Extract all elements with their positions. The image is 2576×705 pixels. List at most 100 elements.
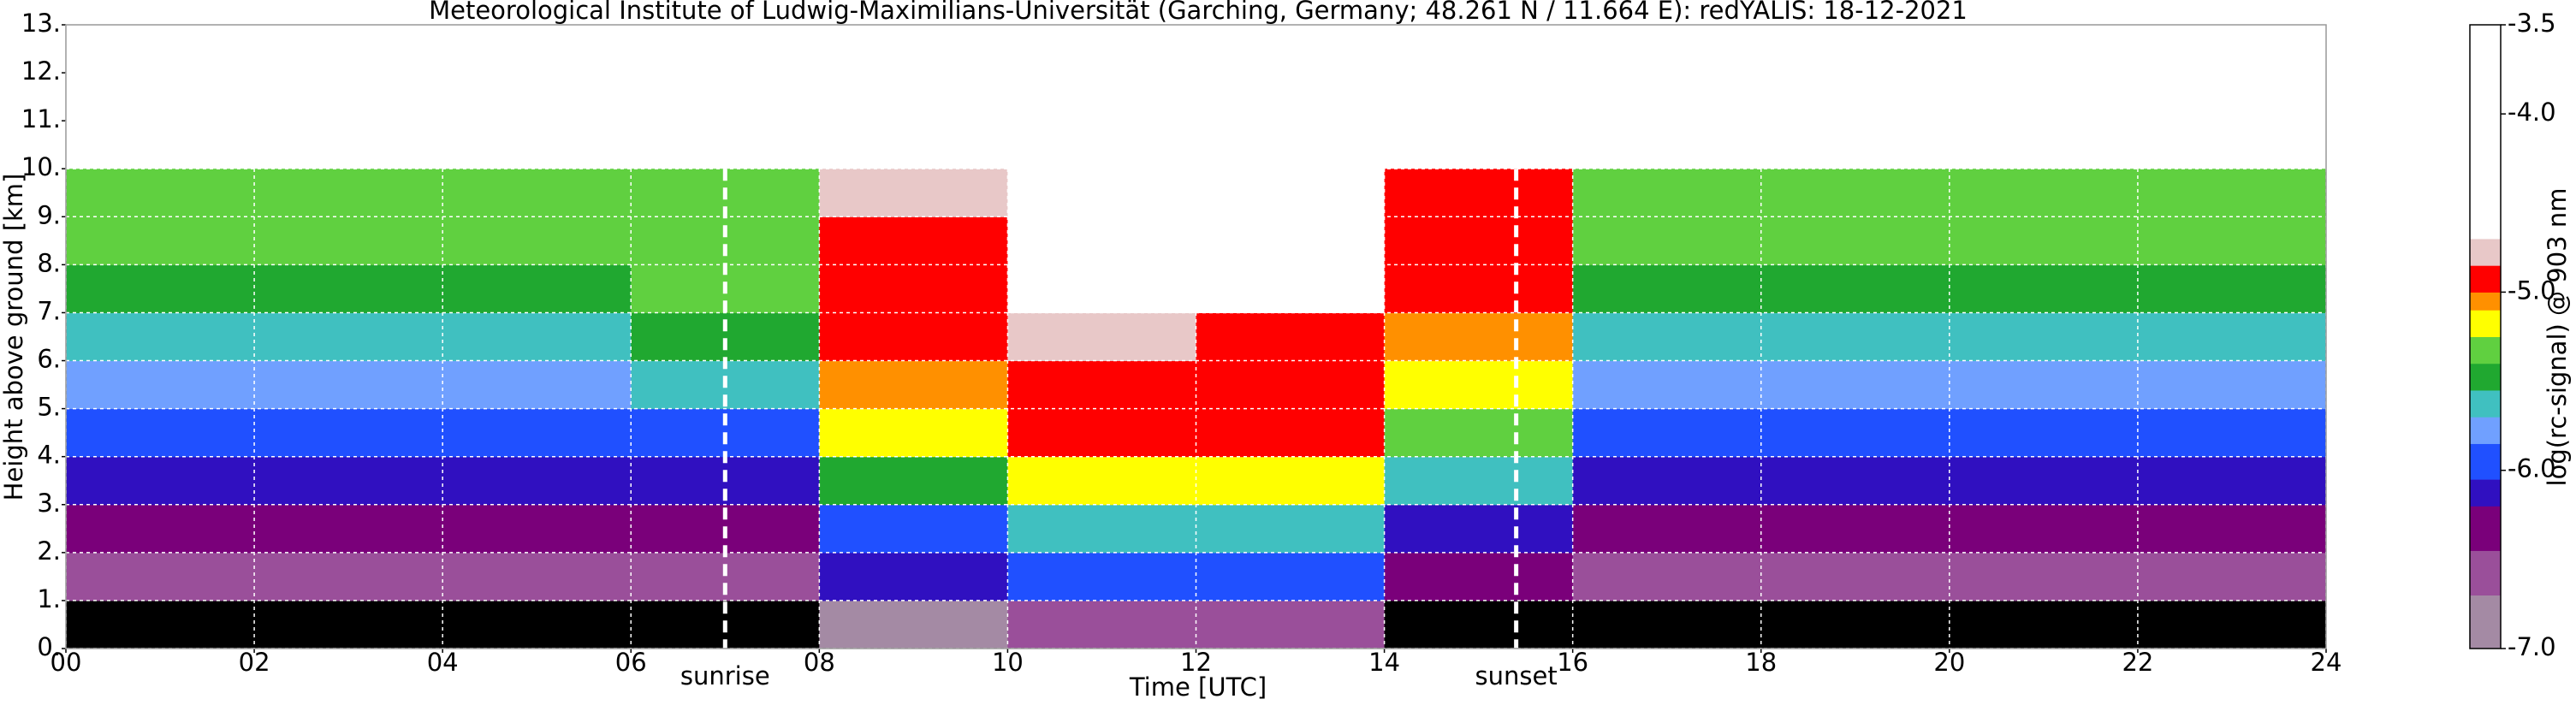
chart-title: Meteorological Institute of Ludwig-Maxim…: [429, 0, 1968, 25]
plot-frame: [65, 24, 2327, 649]
heatmap-cell: [1949, 216, 2139, 265]
heatmap-cell: [1196, 169, 1386, 217]
y-tick-label: 8.: [37, 248, 61, 277]
y-tick-label: 12.: [21, 56, 61, 86]
heatmap-cell: [1760, 408, 1950, 458]
colorbar-segment: [2470, 443, 2501, 480]
colorbar-segment: [2470, 389, 2501, 418]
heatmap-cell: [2137, 216, 2327, 265]
heatmap-cell: [1949, 264, 2139, 313]
heatmap-cell: [1196, 600, 1386, 649]
heatmap-cell: [1949, 600, 2139, 649]
heatmap-cell: [819, 360, 1008, 410]
heatmap-cell: [1760, 216, 1950, 265]
colorbar-segment: [2470, 417, 2501, 444]
colorbar-segment: [2470, 238, 2501, 266]
heatmap-cell: [1760, 360, 1950, 410]
heatmap-cell: [66, 169, 255, 217]
y-tick-label: 11.: [21, 104, 61, 133]
heatmap-cell: [2137, 456, 2327, 506]
heatmap-cell: [2137, 408, 2327, 458]
colorbar-tick-label: -5.0: [2508, 275, 2556, 305]
heatmap-cell: [254, 552, 443, 601]
heatmap-cell: [1007, 456, 1196, 506]
heatmap-cell: [1572, 312, 1762, 362]
heatmap-cell: [1572, 216, 1762, 265]
heatmap-cell: [254, 169, 443, 217]
heatmap-cell: [1384, 600, 1574, 649]
y-tick-label: 10.: [21, 152, 61, 181]
heatmap-cell: [2137, 552, 2327, 601]
heatmap-cell: [1572, 169, 1762, 217]
heatmap-cell: [1007, 216, 1196, 265]
heatmap-cell: [1384, 552, 1574, 601]
heatmap-cell: [819, 408, 1008, 458]
y-tick-label: 9.: [37, 200, 61, 229]
heatmap-cell: [66, 360, 255, 410]
heatmap-cell: [254, 456, 443, 506]
heatmap-cell: [442, 169, 632, 217]
heatmap-cell: [1572, 504, 1762, 554]
y-tick-label: 4.: [37, 441, 61, 470]
heatmap-cell: [819, 264, 1008, 313]
heatmap-cell: [66, 408, 255, 458]
annotation-label: sunset: [1475, 661, 1558, 690]
y-tick-label: 6.: [37, 345, 61, 374]
heatmap-cell: [1949, 360, 2139, 410]
heatmap-cell: [1760, 600, 1950, 649]
y-axis-label: Height above ground [km]: [0, 174, 28, 501]
heatmap-cell: [1949, 456, 2139, 506]
colorbar-segment: [2470, 292, 2501, 311]
colorbar-tick-label: -4.0: [2508, 98, 2556, 127]
heatmap-cell: [442, 600, 632, 649]
colorbar-segment: [2470, 336, 2501, 364]
heatmap-cell: [1196, 408, 1386, 458]
heatmap-cell: [66, 552, 255, 601]
heatmap-cell: [66, 216, 255, 265]
heatmap-cell: [1384, 504, 1574, 554]
heatmap-cell: [1196, 312, 1386, 362]
colorbar-label: log(rc-signal) @ 903 nm: [2543, 188, 2572, 487]
heatmap-cell: [1007, 600, 1196, 649]
heatmap-cell: [66, 456, 255, 506]
colorbar-segment: [2470, 265, 2501, 293]
colorbar-segment: [2470, 506, 2501, 551]
heatmap-cell: [66, 264, 255, 313]
heatmap-cell: [1196, 552, 1386, 601]
y-tick-label: 13.: [21, 9, 61, 38]
heatmap-cell: [1007, 552, 1196, 601]
heatmap-cell: [1384, 169, 1574, 217]
heatmap-cell: [254, 504, 443, 554]
y-tick-label: 5.: [37, 393, 61, 422]
heatmap-cell: [1007, 264, 1196, 313]
heatmap-cell: [2137, 312, 2327, 362]
y-tick-label: 0.: [37, 632, 61, 661]
y-tick-label: 2.: [37, 536, 61, 566]
heatmap-cell: [1760, 264, 1950, 313]
heatmap-cell: [819, 504, 1008, 554]
annotation-label: sunrise: [680, 661, 770, 690]
y-tick-label: 3.: [37, 489, 61, 518]
heatmap-cell: [1949, 552, 2139, 601]
colorbar-frame: [2469, 24, 2502, 649]
colorbar-segment: [2470, 25, 2501, 240]
heatmap-cell: [1949, 312, 2139, 362]
heatmap-cell: [2137, 600, 2327, 649]
heatmap-cell: [1384, 216, 1574, 265]
heatmap-cell: [1007, 504, 1196, 554]
heatmap-cell: [254, 600, 443, 649]
heatmap-cell: [1572, 408, 1762, 458]
heatmap-cell: [1196, 216, 1386, 265]
heatmap-cell: [1007, 408, 1196, 458]
heatmap-cell: [819, 216, 1008, 265]
heatmap-cell: [819, 169, 1008, 217]
colorbar-tick-label: -3.5: [2508, 9, 2556, 38]
heatmap-cell: [819, 312, 1008, 362]
y-tick-label: 1.: [37, 584, 61, 613]
heatmap-cell: [1007, 312, 1196, 362]
heatmap-cell: [1760, 504, 1950, 554]
heatmap-cell: [2137, 360, 2327, 410]
heatmap-cell: [1196, 456, 1386, 506]
heatmap-cell: [1572, 552, 1762, 601]
